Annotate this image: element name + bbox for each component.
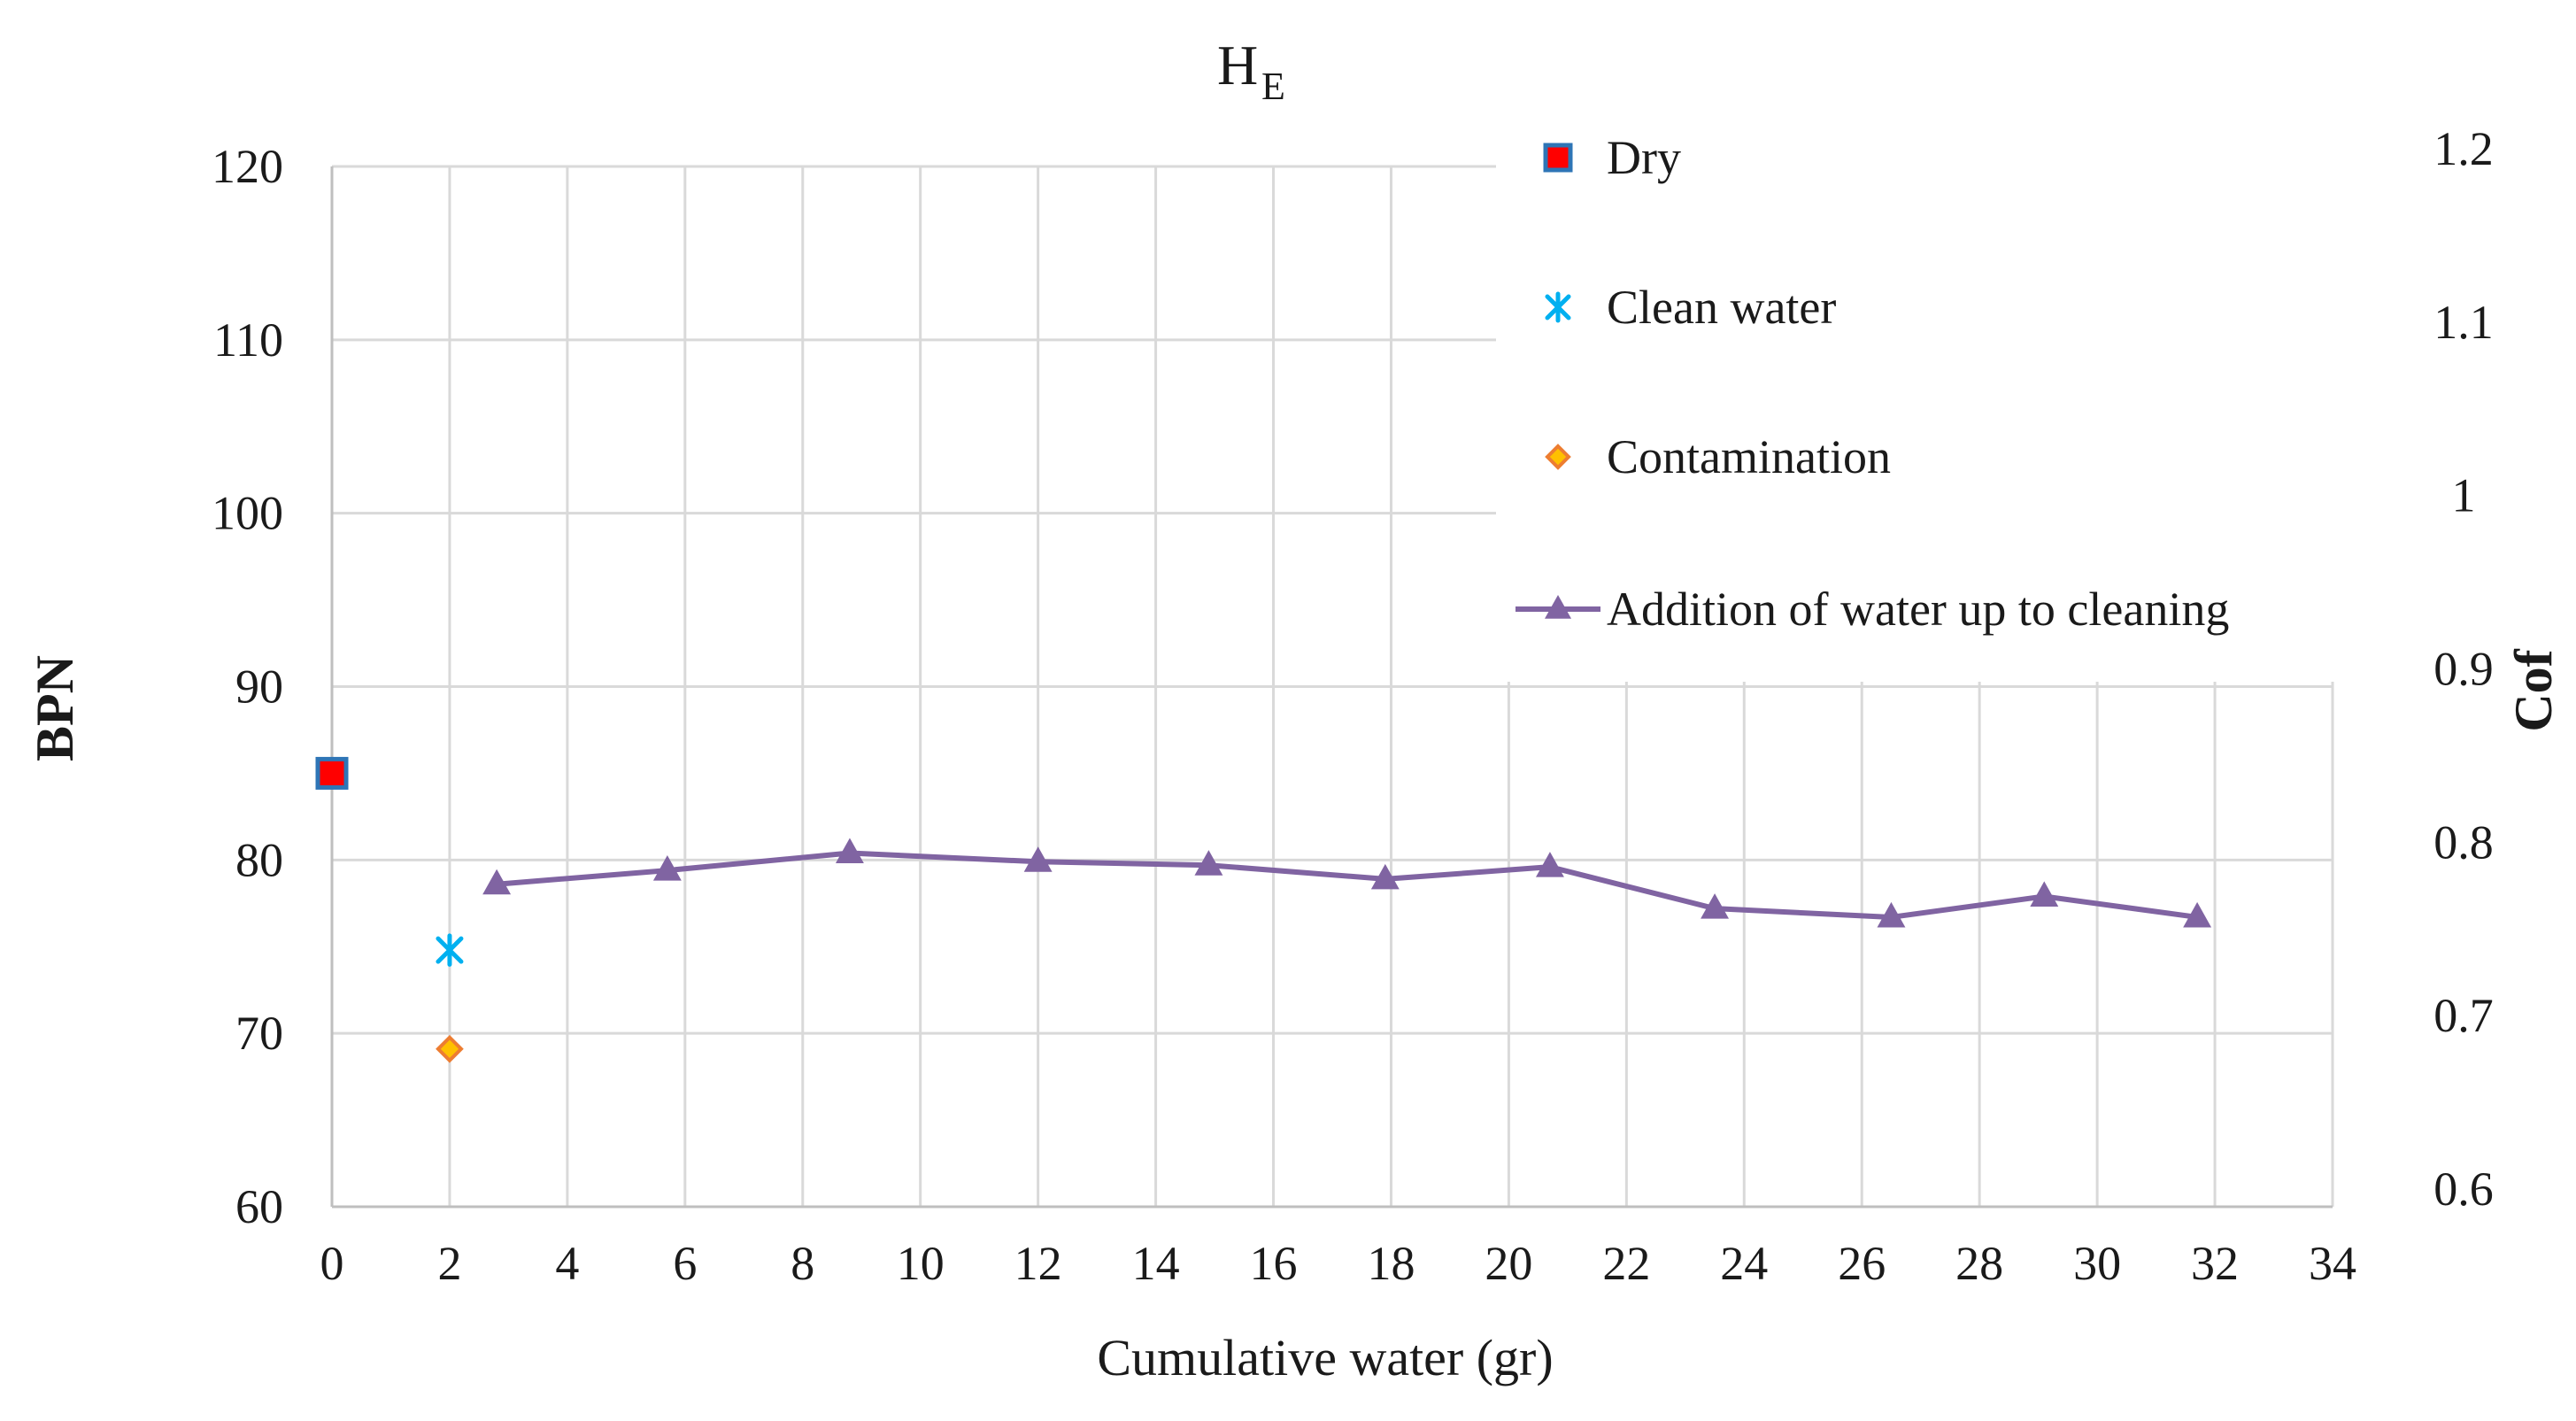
y-tick-label: 60 bbox=[235, 1180, 283, 1233]
x-tick-label: 8 bbox=[791, 1237, 814, 1290]
y2-tick-label: 1 bbox=[2452, 469, 2476, 522]
x-tick-label: 28 bbox=[1955, 1237, 2003, 1290]
legend-label: Clean water bbox=[1607, 281, 1836, 334]
x-tick-label: 26 bbox=[1838, 1237, 1886, 1290]
y-tick-label: 80 bbox=[235, 833, 283, 886]
legend: Dry Clean water Contamination Addition of w… bbox=[1516, 131, 2229, 636]
series-dry bbox=[315, 756, 349, 790]
series-contamination bbox=[436, 1034, 464, 1063]
data-point bbox=[482, 869, 512, 895]
y2-tick-label: 0.9 bbox=[2433, 643, 2494, 696]
y-tick-label: 100 bbox=[212, 487, 283, 540]
x-tick-label: 12 bbox=[1014, 1237, 1062, 1290]
legend-item: Dry bbox=[1543, 131, 1681, 184]
y-tick-label: 90 bbox=[235, 660, 283, 714]
x-tick-label: 0 bbox=[320, 1237, 344, 1290]
legend-label: Contamination bbox=[1607, 430, 1891, 483]
y2-tick-label: 1.2 bbox=[2433, 122, 2494, 175]
x-tick-label: 32 bbox=[2191, 1237, 2239, 1290]
x-tick-label: 4 bbox=[555, 1237, 579, 1290]
chart-title-subscript: E bbox=[1261, 65, 1285, 108]
legend-label: Addition of water up to cleaning bbox=[1607, 583, 2229, 636]
x-tick-label: 30 bbox=[2073, 1237, 2121, 1290]
x-tick-label: 14 bbox=[1132, 1237, 1180, 1290]
x-tick-label: 22 bbox=[1602, 1237, 1650, 1290]
y2-axis-title: Cof bbox=[2504, 648, 2563, 731]
series-clean-water bbox=[436, 933, 464, 967]
data-point bbox=[436, 933, 464, 967]
x-tick-label: 24 bbox=[1720, 1237, 1768, 1290]
data-point bbox=[2030, 881, 2059, 907]
x-tick-label: 16 bbox=[1250, 1237, 1298, 1290]
y2-tick-label: 0.7 bbox=[2433, 989, 2494, 1042]
ticks: 0 2 4 6 8 10 12 14 16 18 20 22 24 26 28 30 32 34607080901… bbox=[212, 122, 2494, 1290]
legend-marker bbox=[1545, 291, 1571, 323]
y-axis-title: BPN bbox=[26, 655, 84, 761]
legend-background bbox=[1496, 115, 2346, 682]
x-tick-label: 34 bbox=[2309, 1237, 2356, 1290]
x-tick-label: 6 bbox=[673, 1237, 697, 1290]
x-tick-label: 10 bbox=[897, 1237, 945, 1290]
legend-item: Addition of water up to cleaning bbox=[1516, 583, 2229, 636]
data-point bbox=[436, 1034, 464, 1063]
y-tick-label: 70 bbox=[235, 1007, 283, 1060]
y2-tick-label: 0.6 bbox=[2433, 1162, 2494, 1216]
legend-item: Contamination bbox=[1545, 430, 1891, 483]
legend-item: Clean water bbox=[1545, 281, 1836, 334]
legend-marker bbox=[1543, 143, 1573, 173]
legend-marker bbox=[1544, 594, 1572, 619]
data-point bbox=[835, 838, 864, 863]
legend-label: Dry bbox=[1607, 131, 1681, 184]
legend-marker bbox=[1545, 444, 1571, 470]
data-point bbox=[2183, 901, 2212, 928]
data-point bbox=[1701, 893, 1730, 919]
chart-title: H bbox=[1217, 34, 1258, 97]
x-axis-title: Cumulative water (gr) bbox=[1097, 1329, 1553, 1386]
y2-tick-label: 0.8 bbox=[2433, 815, 2494, 869]
data-point bbox=[1194, 850, 1223, 876]
data-point bbox=[1370, 863, 1400, 890]
y-tick-label: 120 bbox=[212, 140, 283, 193]
x-tick-label: 2 bbox=[437, 1237, 461, 1290]
data-point bbox=[1877, 901, 1906, 928]
data-point bbox=[315, 756, 349, 790]
x-tick-label: 20 bbox=[1485, 1237, 1532, 1290]
y2-tick-label: 1.1 bbox=[2433, 296, 2494, 349]
data-point bbox=[1535, 852, 1564, 877]
data-point bbox=[1023, 846, 1053, 872]
y-tick-label: 110 bbox=[213, 313, 283, 367]
x-tick-label: 18 bbox=[1367, 1237, 1415, 1290]
series-addition-of-water-up-to-cleaning bbox=[482, 838, 2212, 928]
data-point bbox=[652, 855, 682, 881]
series bbox=[315, 756, 2212, 1063]
